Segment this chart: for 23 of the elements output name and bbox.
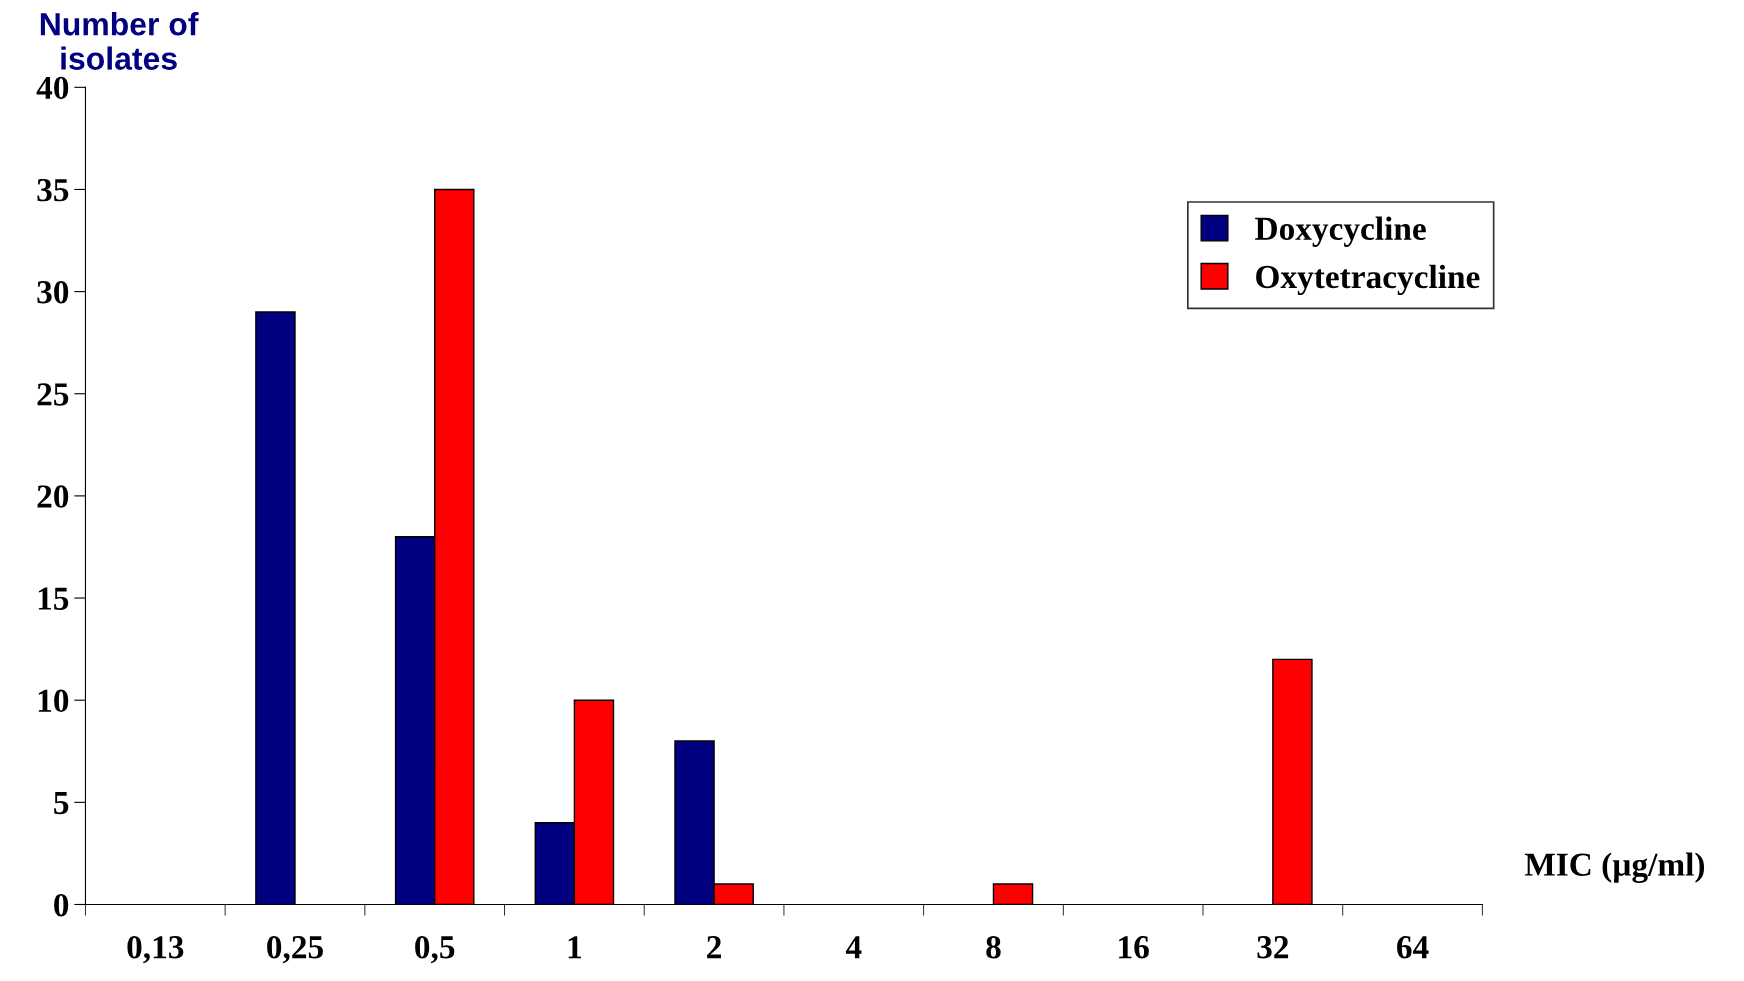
- y-tick-label: 10: [38, 689, 69, 713]
- y-tick-label: 35: [37, 178, 69, 202]
- x-tick-label: 64: [1397, 936, 1429, 959]
- y-tick-label: 40: [36, 76, 69, 100]
- x-tick-label: 2: [707, 936, 721, 959]
- legend-label: Oxytetracycline: [1256, 264, 1480, 296]
- x-tick-label: 0,13: [127, 936, 184, 964]
- y-tick-label: 5: [54, 792, 69, 815]
- y-tick-label: 30: [37, 281, 69, 304]
- x-axis-title: MIC (µg/ml): [1524, 852, 1705, 883]
- x-tick-label: 0,5: [415, 936, 455, 964]
- y-tick-label: 0: [54, 893, 69, 917]
- x-tick-label: 4: [845, 936, 862, 959]
- x-tick-label: 0,25: [267, 936, 323, 964]
- y-axis-title: Number of isolates: [40, 12, 199, 70]
- x-tick-label: 8: [986, 936, 1001, 959]
- legend-label: Doxycycline: [1255, 216, 1426, 247]
- y-tick-label: 25: [37, 383, 69, 406]
- x-tick-label: 1: [568, 936, 581, 959]
- y-tick-label: 15: [38, 587, 69, 610]
- x-tick-label: 16: [1119, 936, 1149, 959]
- y-tick-label: 20: [37, 485, 69, 508]
- x-tick-label: 32: [1257, 936, 1289, 959]
